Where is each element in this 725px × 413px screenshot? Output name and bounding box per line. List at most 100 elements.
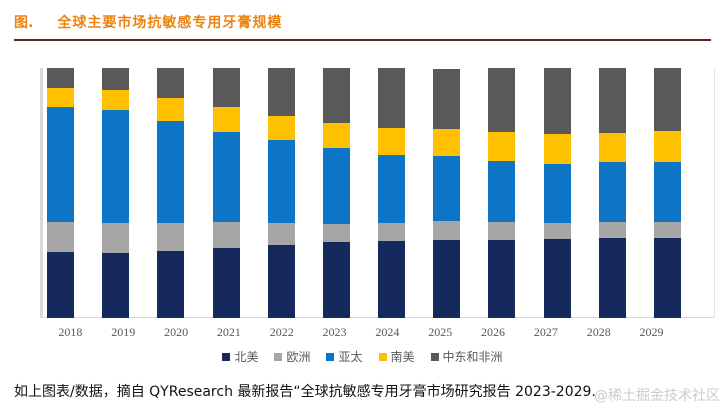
segment-2028-中东和非洲 [598, 68, 626, 133]
segment-2027-中东和非洲 [543, 68, 571, 135]
segment-2021-亚太 [212, 131, 240, 223]
bar-2019 [102, 67, 130, 318]
segment-2022-中东和非洲 [267, 68, 295, 116]
x-tick-2019: 2019 [111, 325, 136, 339]
bar-2028 [598, 68, 626, 318]
segment-2018-南美 [47, 88, 74, 108]
bar-2029 [653, 68, 681, 318]
segment-2027-南美 [543, 134, 571, 164]
segment-2024-欧洲 [378, 222, 406, 241]
legend-item-亚太: 亚太 [326, 348, 363, 365]
x-axis: 2018 2019 2020 2021 2022 2023 2024 2025 2026 2027… [44, 325, 678, 340]
legend-label: 中东和非洲 [442, 350, 503, 364]
legend-label: 南美 [390, 350, 415, 364]
segment-2023-北美 [322, 242, 350, 318]
legend-swatch-icon [274, 352, 283, 361]
segment-2027-欧洲 [543, 223, 571, 239]
segment-2023-欧洲 [322, 223, 350, 243]
segment-2018-北美 [47, 251, 74, 318]
watermark: @稀土掘金技术社区 [594, 388, 720, 404]
bar-2025 [433, 68, 461, 318]
bar-2026 [488, 68, 516, 318]
x-tick-2018: 2018 [58, 325, 83, 339]
x-tick-2026: 2026 [481, 325, 506, 339]
legend-swatch-icon [378, 352, 387, 361]
legend-swatch-icon [222, 352, 231, 361]
segment-2025-亚太 [433, 155, 461, 222]
segment-2026-北美 [488, 240, 516, 318]
segment-2020-南美 [157, 98, 185, 121]
bar-2022 [267, 68, 295, 318]
legend-item-南美: 南美 [378, 348, 415, 365]
bar-2027 [543, 68, 571, 318]
segment-2029-南美 [653, 130, 681, 162]
segment-2021-南美 [212, 107, 240, 132]
segment-2023-南美 [322, 122, 350, 148]
segment-2020-亚太 [157, 120, 185, 224]
segment-2028-南美 [598, 133, 626, 162]
segment-2029-亚太 [653, 161, 681, 222]
segment-2018-亚太 [47, 107, 74, 223]
segment-2021-中东和非洲 [212, 68, 240, 108]
segment-2025-北美 [433, 240, 461, 318]
segment-2024-中东和非洲 [378, 68, 406, 128]
legend-swatch-icon [430, 352, 439, 361]
x-tick-2021: 2021 [216, 325, 241, 339]
segment-2020-北美 [157, 250, 185, 318]
title-underline [14, 39, 711, 41]
legend-item-北美: 北美 [222, 348, 258, 365]
legend-swatch-icon [326, 352, 335, 361]
segment-2026-亚太 [488, 161, 516, 222]
bar-2018 [47, 67, 74, 318]
segment-2024-亚太 [378, 155, 406, 223]
source-note: 如上图表/数据，摘自 QYResearch 最新报告“全球抗敏感专用牙膏市场研究… [14, 384, 596, 400]
segment-2022-北美 [267, 245, 295, 318]
segment-2018-欧洲 [47, 222, 74, 252]
legend-item-中东和非洲: 中东和非洲 [430, 348, 503, 365]
bar-2020 [157, 68, 185, 318]
legend-label: 欧洲 [286, 350, 311, 364]
segment-2026-南美 [488, 131, 516, 161]
segment-2023-中东和非洲 [322, 68, 350, 123]
segment-2029-北美 [653, 238, 681, 318]
segment-2019-欧洲 [102, 223, 130, 253]
segment-2025-中东和非洲 [433, 68, 461, 130]
segment-2022-南美 [267, 115, 295, 140]
x-tick-2020: 2020 [164, 325, 189, 339]
segment-2028-北美 [598, 238, 626, 318]
x-tick-2025: 2025 [428, 325, 453, 339]
x-tick-2023: 2023 [322, 325, 347, 339]
segment-2028-欧洲 [598, 221, 626, 238]
legend-label: 北美 [234, 350, 259, 364]
bar-2021 [212, 68, 240, 318]
x-tick-2029: 2029 [639, 325, 664, 339]
x-tick-2028: 2028 [586, 325, 611, 339]
segment-2019-北美 [102, 252, 130, 318]
bar-2024 [378, 68, 406, 318]
chart-header: 图. 全球主要市场抗敏感专用牙膏规模 [14, 12, 711, 41]
segment-2027-亚太 [543, 163, 571, 224]
x-tick-2024: 2024 [375, 325, 400, 339]
segment-2020-中东和非洲 [157, 68, 185, 99]
segment-2022-亚太 [267, 140, 295, 223]
segment-2024-南美 [378, 127, 406, 155]
segment-2026-欧洲 [488, 221, 516, 240]
x-tick-2027: 2027 [533, 325, 558, 339]
x-tick-2022: 2022 [269, 325, 294, 339]
segment-2020-欧洲 [157, 223, 185, 251]
segment-2023-亚太 [322, 147, 350, 224]
segment-2025-南美 [433, 129, 461, 156]
segment-2019-亚太 [102, 110, 130, 224]
segment-2018-中东和非洲 [47, 67, 74, 89]
segment-2022-欧洲 [267, 223, 295, 246]
bars-container [47, 67, 681, 318]
segment-2021-北美 [212, 247, 240, 318]
segment-2024-北美 [378, 241, 406, 318]
chart-title-row: 图. 全球主要市场抗敏感专用牙膏规模 [14, 12, 711, 32]
segment-2025-欧洲 [433, 221, 461, 240]
bar-2023 [322, 68, 350, 318]
segment-2029-中东和非洲 [653, 68, 681, 131]
legend-item-欧洲: 欧洲 [274, 348, 310, 365]
segment-2027-北美 [543, 239, 571, 318]
segment-2029-欧洲 [653, 221, 681, 238]
